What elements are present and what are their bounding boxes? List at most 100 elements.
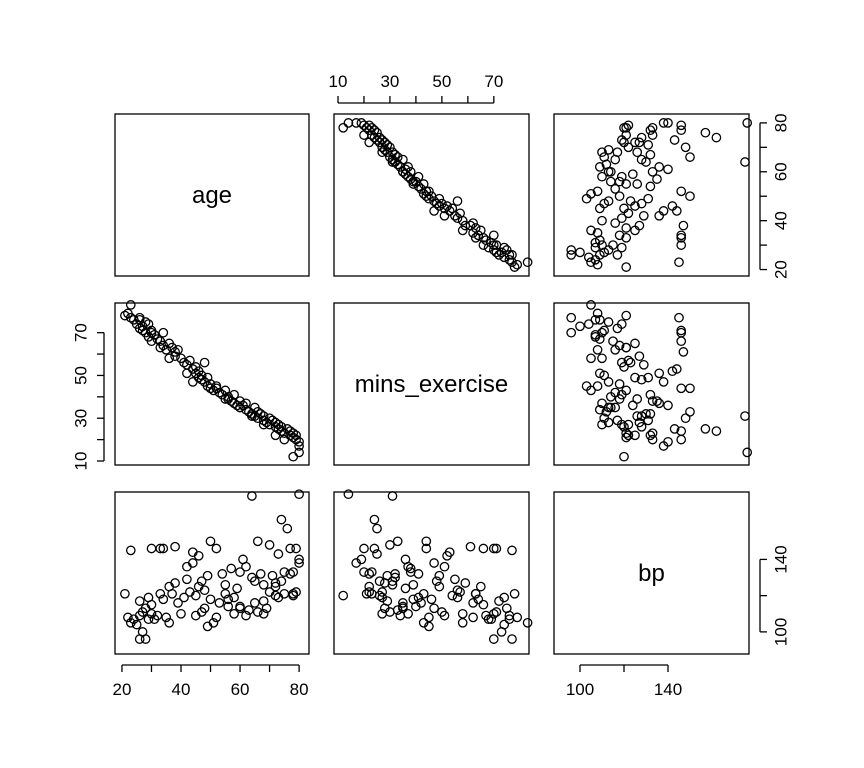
data-point: [627, 169, 638, 180]
panel-frame: [333, 491, 530, 655]
data-point: [155, 543, 166, 554]
data-point: [630, 372, 640, 383]
data-point: [338, 590, 349, 601]
data-point: [614, 379, 625, 389]
data-point: [223, 394, 234, 404]
data-point: [270, 430, 281, 441]
data-point: [170, 541, 180, 552]
bottom-axis-bp: 100 140: [566, 664, 682, 699]
data-point: [429, 196, 439, 206]
data-point: [597, 147, 607, 158]
tick-label: 100: [771, 618, 790, 646]
data-point: [468, 218, 478, 228]
data-point: [252, 536, 263, 547]
tick-label: 20: [771, 260, 790, 279]
data-point: [468, 598, 478, 608]
data-point: [241, 561, 251, 572]
data-point: [636, 154, 647, 165]
data-point: [674, 312, 684, 323]
data-point: [288, 451, 299, 462]
data-point: [249, 598, 260, 608]
panel-mins_exercise-vs-age: [114, 300, 310, 466]
data-point: [594, 368, 605, 379]
data-point: [223, 594, 234, 605]
data-point: [658, 441, 669, 451]
data-point: [294, 436, 304, 447]
data-point: [619, 451, 629, 462]
data-point: [252, 607, 263, 617]
data-point: [676, 434, 687, 445]
data-point: [431, 576, 442, 587]
data-point: [488, 543, 499, 554]
data-point: [603, 317, 614, 327]
data-point: [616, 171, 627, 182]
data-point: [229, 592, 239, 603]
data-point: [226, 563, 237, 574]
data-point: [366, 567, 377, 577]
data-point: [457, 225, 468, 236]
data-point: [478, 599, 489, 610]
data-point: [685, 152, 695, 162]
data-point: [372, 549, 382, 559]
data-point: [592, 308, 603, 319]
data-point: [597, 327, 607, 338]
data-point: [475, 581, 486, 592]
data-point: [418, 188, 429, 199]
data-point: [202, 570, 213, 581]
data-point: [123, 612, 133, 623]
data-point: [143, 319, 154, 329]
tick-label: 50: [432, 72, 451, 91]
data-point: [610, 218, 621, 228]
data-point: [566, 245, 577, 255]
panel-frame: [333, 113, 530, 277]
data-point: [658, 118, 669, 128]
data-point: [676, 186, 687, 197]
data-point: [740, 411, 750, 421]
data-point: [632, 411, 643, 421]
data-point: [636, 421, 647, 432]
data-point: [610, 402, 621, 413]
data-point: [501, 603, 512, 614]
data-point: [465, 541, 476, 552]
data-point: [594, 404, 605, 415]
data-point: [379, 144, 390, 155]
data-point: [566, 327, 577, 338]
data-point: [442, 550, 452, 561]
data-point: [125, 617, 136, 628]
data-point: [294, 558, 304, 568]
data-point: [439, 203, 450, 214]
data-point: [740, 157, 750, 167]
panel-bp-vs-mins_exercise: [333, 489, 533, 655]
data-point: [597, 240, 607, 250]
tick-label: 30: [380, 72, 399, 91]
data-point: [247, 491, 257, 501]
data-point: [261, 603, 272, 614]
data-point: [182, 368, 192, 379]
data-point: [634, 137, 645, 148]
data-point: [592, 186, 603, 197]
data-point: [711, 132, 722, 143]
data-point: [491, 240, 502, 250]
data-point: [632, 147, 643, 158]
data-point: [455, 587, 465, 597]
data-point: [643, 372, 654, 383]
data-point: [636, 374, 647, 385]
data-point: [597, 353, 607, 364]
data-point: [398, 598, 408, 608]
data-point: [507, 250, 517, 260]
data-point: [173, 344, 183, 355]
tick-label: 70: [71, 323, 90, 342]
tick-label: 140: [654, 680, 682, 699]
data-point: [377, 147, 388, 158]
data-point: [455, 208, 465, 219]
data-point: [158, 327, 169, 338]
data-point: [625, 196, 636, 206]
data-point: [379, 578, 390, 588]
data-point: [369, 514, 380, 525]
data-point: [185, 355, 195, 366]
data-point: [465, 220, 476, 231]
data-point: [647, 396, 658, 406]
data-point: [583, 319, 594, 329]
data-point: [603, 377, 614, 387]
data-point: [468, 612, 478, 623]
